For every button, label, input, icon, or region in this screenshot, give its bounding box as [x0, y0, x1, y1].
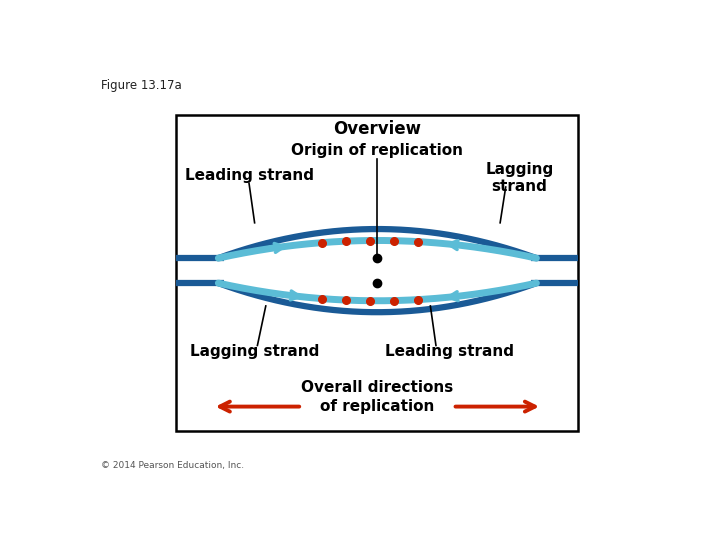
Text: Lagging
strand: Lagging strand: [485, 161, 554, 194]
Text: Leading strand: Leading strand: [184, 168, 313, 183]
Bar: [176, 114, 578, 431]
Text: Leading strand: Leading strand: [385, 344, 514, 359]
Text: Overall directions: Overall directions: [301, 380, 454, 395]
Text: © 2014 Pearson Education, Inc.: © 2014 Pearson Education, Inc.: [101, 461, 244, 470]
Text: of replication: of replication: [320, 399, 435, 414]
Text: Figure 13.17a: Figure 13.17a: [101, 79, 182, 92]
Text: Overview: Overview: [333, 120, 421, 138]
Text: Lagging strand: Lagging strand: [190, 344, 319, 359]
Text: Origin of replication: Origin of replication: [292, 143, 464, 158]
